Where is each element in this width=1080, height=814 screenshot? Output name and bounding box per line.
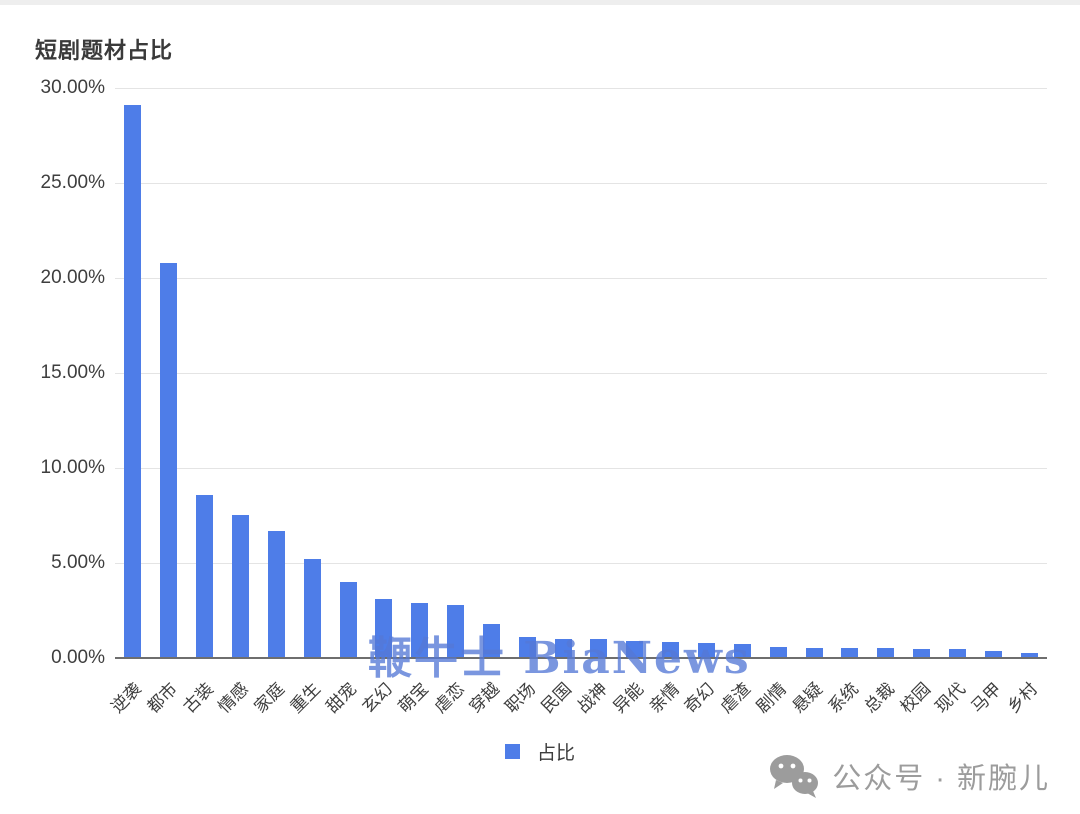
bar-亲情 (662, 642, 679, 658)
y-axis-label: 0.00% (51, 647, 105, 668)
bar-虐恋 (447, 605, 464, 658)
bar-悬疑 (806, 648, 823, 658)
x-axis-label: 马甲 (967, 679, 1006, 717)
y-axis-label: 10.00% (40, 457, 105, 478)
bar-校园 (913, 649, 930, 658)
bar-异能 (626, 641, 643, 658)
x-axis-line (115, 657, 1047, 659)
bar-战神 (590, 639, 607, 658)
bar-总裁 (877, 648, 894, 658)
gridline (115, 468, 1047, 469)
gridline (115, 183, 1047, 184)
bar-职场 (519, 637, 536, 658)
bar-情感 (232, 515, 249, 658)
watermark-text: 鞭牛士 BiaNews (368, 633, 751, 684)
bar-逆袭 (124, 105, 141, 658)
bar-剧情 (770, 647, 787, 658)
y-axis-label: 25.00% (40, 172, 105, 193)
bar-系统 (841, 648, 858, 658)
chart-title: 短剧题材占比 (35, 38, 174, 63)
x-axis-label: 总裁 (860, 679, 899, 717)
bar-甜宠 (340, 582, 357, 658)
legend-label: 占比 (536, 742, 575, 764)
x-axis-label: 重生 (286, 679, 325, 717)
bar-chart-plot-area: 0.00% 5.00% 10.00% 15.00% 20.00% 25.00% 30.00%… (40, 77, 1047, 717)
y-axis-label: 30.00% (40, 77, 105, 98)
y-axis-label: 15.00% (40, 362, 105, 383)
gridline (115, 373, 1047, 374)
bar-马甲 (985, 651, 1002, 658)
bar-现代 (949, 649, 966, 658)
x-axis-label: 系统 (824, 679, 863, 717)
bar-穿越 (483, 624, 500, 658)
bar-乡村 (1021, 653, 1038, 658)
wechat-logo-icon (770, 755, 819, 798)
x-axis-label: 家庭 (250, 679, 289, 717)
chart-legend: 占比 (0, 740, 1080, 764)
publisher-credit: 公众号 · 新腕儿 (768, 750, 1050, 802)
x-axis-label: 古装 (179, 679, 218, 717)
bar-奇幻 (698, 643, 715, 658)
bar-玄幻 (375, 599, 392, 658)
bar-虐渣 (734, 644, 751, 658)
bar-都市 (160, 263, 177, 658)
x-axis-label: 都市 (143, 679, 182, 717)
x-axis-label: 现代 (931, 679, 970, 717)
bar-民国 (555, 639, 572, 658)
x-axis-label: 逆袭 (107, 679, 146, 717)
gridline (115, 88, 1047, 89)
publisher-name: 公众号 · 新腕儿 (832, 763, 1050, 795)
bar-重生 (304, 559, 321, 658)
x-axis-label: 甜宠 (322, 679, 361, 717)
top-divider (0, 0, 1080, 5)
x-axis-label: 乡村 (1003, 679, 1042, 717)
gridline (115, 563, 1047, 564)
x-axis-label: 情感 (214, 679, 253, 717)
x-axis-label: 悬疑 (788, 679, 827, 717)
y-axis-label: 5.00% (51, 552, 105, 573)
legend-color-swatch (504, 743, 520, 759)
bar-萌宝 (411, 603, 428, 658)
y-axis-label: 20.00% (40, 267, 105, 288)
gridline (115, 278, 1047, 279)
x-axis-label: 剧情 (752, 679, 791, 717)
x-axis-label: 校园 (896, 679, 935, 717)
bar-古装 (196, 495, 213, 658)
bar-家庭 (268, 531, 285, 658)
